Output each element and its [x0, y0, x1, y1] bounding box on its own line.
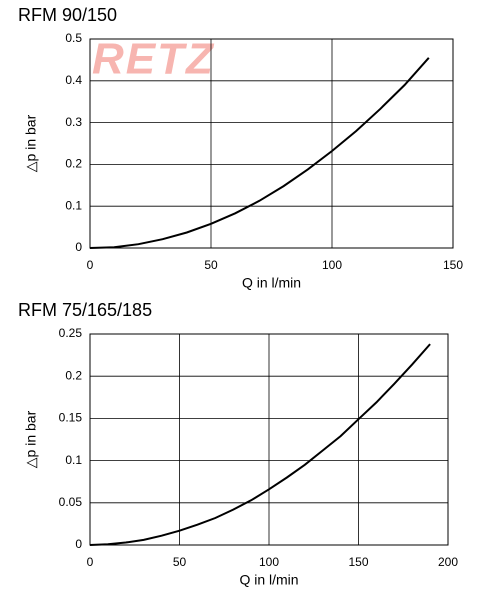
x-tick-label: 50 [204, 258, 218, 272]
y-tick-label: 0.1 [65, 453, 82, 467]
watermark: RETZ [92, 35, 215, 84]
line-series [89, 343, 431, 546]
x-tick-label: 150 [348, 555, 368, 569]
x-tick-label: 0 [87, 258, 94, 272]
y-tick-label: 0.05 [59, 495, 83, 509]
plot-frame [89, 333, 449, 546]
x-tick-label: 0 [87, 555, 94, 569]
y-tick-label: 0 [75, 537, 82, 551]
y-tick-label: 0.2 [65, 368, 82, 382]
x-tick-label: 50 [173, 555, 187, 569]
chart-title: RFM 90/150 [18, 5, 117, 25]
x-tick-label: 150 [443, 258, 463, 272]
y-tick-label: 0 [75, 240, 82, 254]
y-axis-label: △p in bar [23, 114, 39, 172]
x-tick-label: 100 [322, 258, 342, 272]
y-tick-label: 0.25 [59, 326, 83, 340]
y-tick-label: 0.4 [65, 73, 82, 87]
x-axis-label: Q in l/min [242, 275, 301, 291]
y-tick-label: 0.5 [65, 31, 82, 45]
y-tick-label: 0.2 [65, 157, 82, 171]
x-tick-label: 100 [259, 555, 279, 569]
y-tick-label: 0.15 [59, 411, 83, 425]
y-tick-label: 0.3 [65, 115, 82, 129]
x-axis-label: Q in l/min [239, 572, 298, 588]
chart-title: RFM 75/165/185 [18, 300, 152, 320]
y-tick-label: 0.1 [65, 198, 82, 212]
y-axis-label: △p in bar [23, 410, 39, 468]
plot-frame [89, 38, 454, 249]
x-tick-label: 200 [438, 555, 458, 569]
line-series [89, 57, 430, 249]
